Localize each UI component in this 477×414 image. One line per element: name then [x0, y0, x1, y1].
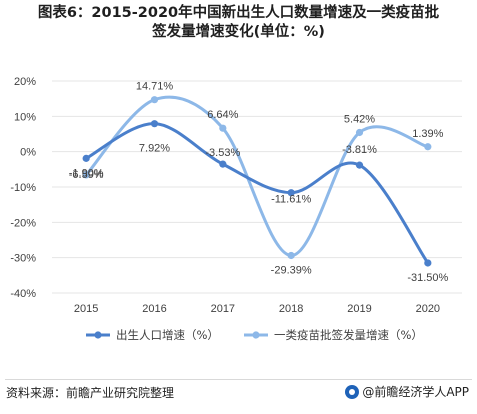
line-chart: 20%10%0%-10%-20%-30%-40% 2015 2016 2017 201… — [10, 76, 462, 342]
data-label-series-1: -11.61% — [271, 194, 311, 206]
legend-marker-series-1 — [94, 331, 102, 339]
chart-title-line2: 签发量增速变化(单位：%) — [152, 24, 325, 40]
data-label-series-1: 7.92% — [139, 143, 170, 155]
brand-logo-icon — [345, 384, 360, 399]
data-point-series-2 — [287, 251, 295, 260]
data-point-series-2 — [219, 124, 227, 132]
brand-credit: @前瞻经济学人APP — [345, 383, 469, 400]
y-tick-label: -30% — [10, 253, 36, 265]
x-tick-label: 2019 — [347, 303, 371, 315]
data-point-series-2 — [355, 128, 364, 137]
data-point-series-1 — [219, 160, 227, 168]
chart-title-line1: 图表6：2015-2020年中国新出生人口数量增速及一类疫苗批 — [37, 5, 440, 21]
legend-label-series-1: 出生人口增速（%） — [116, 328, 219, 342]
y-tick-label: 20% — [14, 76, 36, 88]
data-point-series-2 — [150, 96, 159, 104]
y-tick-label: -20% — [10, 217, 36, 229]
brand-text: @前瞻经济学人APP — [362, 385, 469, 399]
data-labels: -1.90% 7.92% -3.53% -11.61% -3.81% -31.50% -6.… — [69, 81, 449, 284]
data-label-series-1: -31.50% — [407, 272, 448, 284]
x-tick-label: 2020 — [416, 303, 440, 315]
x-axis-ticks: 2015 2016 2017 2018 2019 2020 — [74, 303, 440, 315]
x-tick-label: 2018 — [279, 303, 303, 315]
data-label-series-1: -3.81% — [342, 144, 377, 156]
data-point-series-1 — [424, 259, 432, 267]
data-label-series-1: -1.90% — [69, 167, 104, 179]
legend-label-series-2: 一类疫苗批签发量增速（%） — [274, 328, 423, 342]
data-point-series-1 — [150, 120, 159, 128]
y-tick-label: -10% — [10, 182, 36, 194]
y-axis-ticks: 20% 10% 0% -10% -20% -30% -40% — [10, 76, 36, 300]
data-point-series-1 — [287, 189, 295, 197]
data-label-series-2: 5.42% — [344, 114, 375, 126]
chart-title: 图表6：2015-2020年中国新出生人口数量增速及一类疫苗批 签发量增速变化(… — [0, 4, 477, 42]
data-label-series-1: -3.53% — [205, 147, 240, 159]
series-line-2 — [84, 95, 430, 258]
footer-divider — [5, 379, 472, 380]
data-label-series-2: -6.59% — [69, 169, 104, 181]
y-tick-label: 10% — [14, 111, 36, 123]
x-tick-label: 2015 — [74, 303, 98, 315]
y-tick-label: 0% — [20, 147, 36, 159]
data-point-series-1 — [355, 161, 364, 169]
x-tick-label: 2016 — [142, 303, 166, 315]
data-label-series-2: 14.71% — [136, 81, 174, 93]
data-point-series-1 — [82, 154, 90, 162]
data-point-series-2 — [424, 143, 432, 151]
y-tick-label: -40% — [10, 288, 36, 300]
x-tick-label: 2017 — [211, 303, 235, 315]
series-lines — [82, 95, 432, 267]
data-label-series-2: 6.64% — [207, 109, 238, 121]
data-point-series-2 — [82, 171, 90, 179]
grid-lines — [52, 80, 462, 294]
legend: 出生人口增速（%） 一类疫苗批签发量增速（%） — [86, 328, 423, 342]
source-note: 资料来源：前瞻产业研究院整理 — [6, 386, 175, 400]
legend-marker-series-2 — [252, 331, 260, 339]
data-label-series-2: 1.39% — [412, 128, 443, 140]
data-label-series-2: -29.39% — [271, 265, 312, 277]
